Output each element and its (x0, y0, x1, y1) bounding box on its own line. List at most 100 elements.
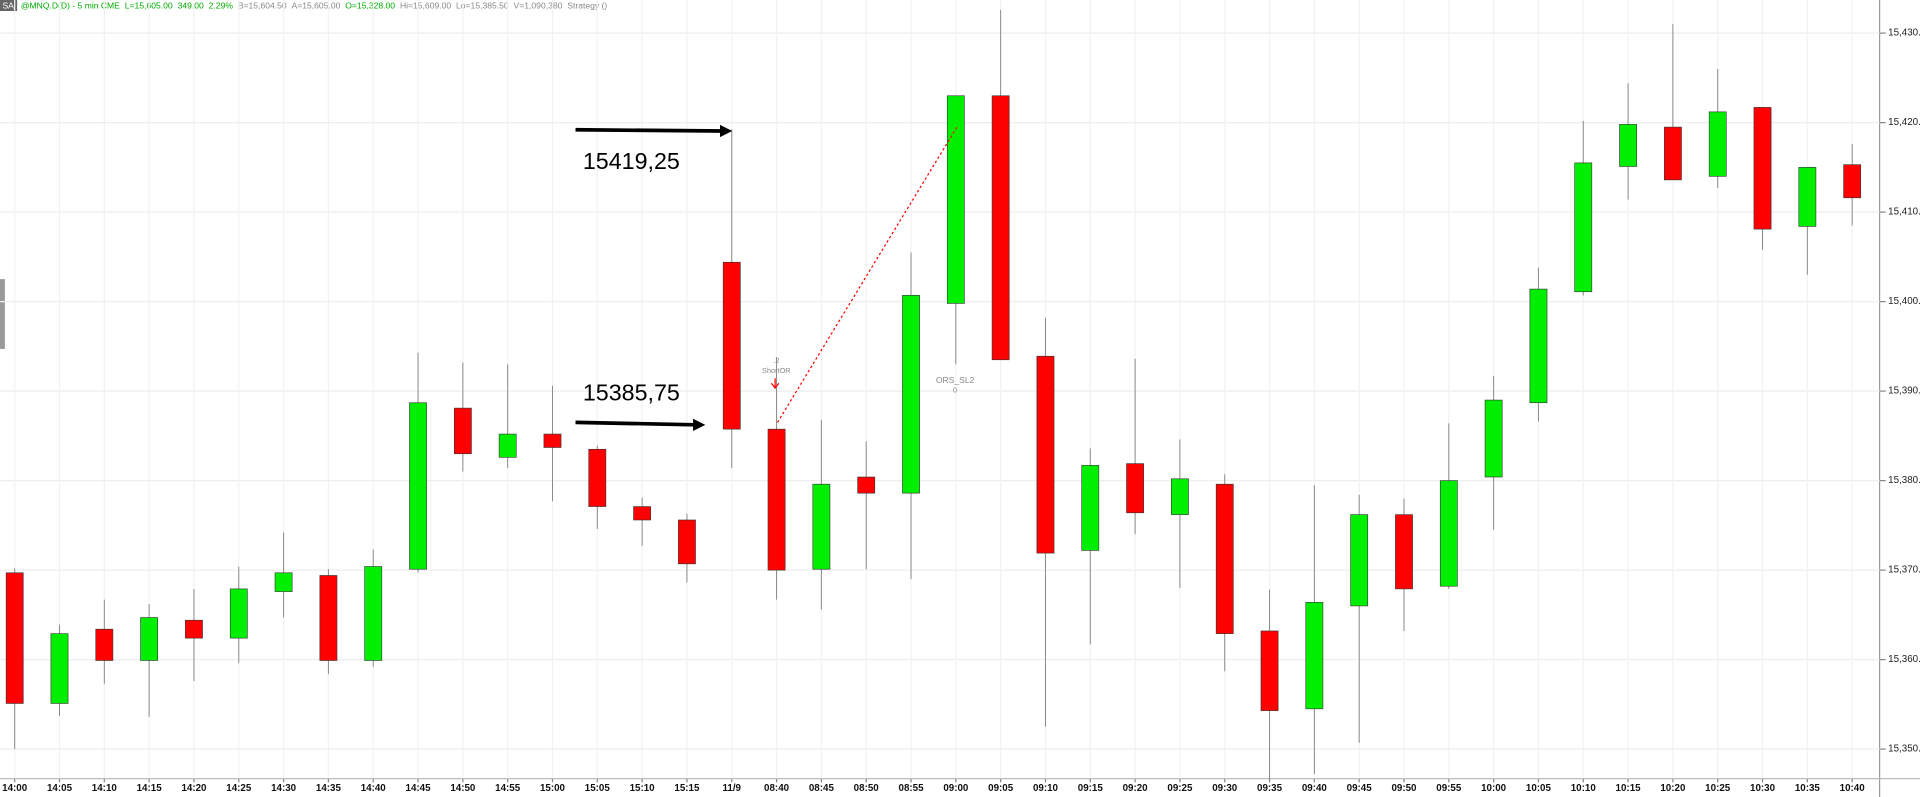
header-item: 2.29% (209, 0, 234, 10)
header-item: Strategy () (567, 0, 607, 10)
x-tick-label: 08:55 (899, 783, 925, 794)
trade-line (777, 125, 959, 423)
x-tick-label: 09:15 (1078, 783, 1104, 794)
x-tick-label: 11/9 (723, 783, 742, 794)
candle-body (1171, 478, 1189, 515)
candle-body (812, 483, 831, 570)
candle-body (1664, 126, 1682, 181)
candle-body (1215, 483, 1234, 634)
x-tick-label: 14:55 (495, 783, 521, 794)
candle-body (767, 428, 786, 571)
x-tick-label: 14:35 (316, 783, 342, 794)
candle-body (1350, 514, 1369, 607)
x-tick-label: 08:40 (764, 783, 790, 794)
x-tick-label: 09:35 (1257, 783, 1283, 794)
x-tick-label: 10:30 (1750, 783, 1776, 794)
annotation: 0 (953, 385, 957, 394)
header-item: O=15,328.00 (345, 0, 395, 10)
annotation: ORS_SL2 (936, 375, 975, 385)
y-tick-label: 15,390.00 (1888, 386, 1920, 397)
candle-body (1305, 602, 1324, 710)
candle-body (678, 519, 696, 565)
x-tick-label: 14:30 (271, 783, 297, 794)
candle-body (185, 619, 203, 639)
candle-body (722, 261, 741, 430)
x-tick-label: 14:05 (47, 783, 73, 794)
candle-body (1484, 399, 1503, 478)
annotation: .2 (773, 356, 779, 365)
x-tick-label: 09:00 (943, 783, 969, 794)
x-tick-label: 10:40 (1840, 783, 1866, 794)
x-tick-label: 15:00 (540, 783, 566, 794)
candle-body (1395, 514, 1413, 590)
x-tick-label: 10:10 (1571, 783, 1597, 794)
candle-body (1529, 288, 1548, 404)
header-item: A=15,605.00 (292, 0, 341, 10)
candle-body (543, 433, 562, 448)
x-tick-label: 15:15 (674, 783, 700, 794)
x-tick-label: 14:25 (226, 783, 252, 794)
x-tick-label: 14:00 (2, 783, 28, 794)
annotation: 15385,75 (583, 379, 680, 405)
candle-body (1260, 630, 1279, 711)
header-tag-bg (0, 0, 18, 12)
x-tick-label: 09:55 (1436, 783, 1462, 794)
candle-body (140, 617, 159, 661)
candle-body (1126, 463, 1144, 514)
x-tick-label: 14:40 (361, 783, 387, 794)
candle-body (1708, 111, 1727, 177)
x-tick-label: 09:10 (1033, 783, 1059, 794)
x-tick-label: 10:20 (1660, 783, 1686, 794)
x-tick-label: 09:30 (1212, 783, 1238, 794)
candle-body (498, 433, 517, 458)
candle-body (588, 448, 607, 507)
y-tick-label: 15,370.00 (1888, 565, 1920, 576)
candle-body (1081, 465, 1100, 551)
x-tick-label: 10:05 (1526, 783, 1552, 794)
candle-body (1753, 107, 1772, 230)
x-tick-label: 09:20 (1123, 783, 1149, 794)
y-tick-label: 15,400.00 (1888, 296, 1920, 307)
candle-body (50, 633, 69, 704)
candle-body (857, 476, 876, 494)
candle-body (991, 95, 1010, 361)
x-tick-label: 09:40 (1302, 783, 1328, 794)
x-tick-label: 15:10 (630, 783, 656, 794)
annotation: ShortOR (762, 366, 791, 375)
annotation: 15419,25 (583, 148, 680, 174)
y-tick-label: 15,420.00 (1888, 117, 1920, 128)
header: @MNQ.D(D) - 5 min CMEL=15,605.00349.002.… (21, 0, 608, 10)
x-tick-label: 10:00 (1481, 783, 1507, 794)
x-tick-label: 10:15 (1616, 783, 1642, 794)
candle-body (453, 407, 472, 455)
header-item: Hi=15,609.00 (400, 0, 451, 10)
x-tick-label: 14:20 (181, 783, 207, 794)
candle-body (1574, 162, 1593, 293)
header-item: 349.00 (178, 0, 204, 10)
candle-body (274, 572, 293, 592)
y-tick-label: 15,380.00 (1888, 475, 1920, 486)
header-item: @MNQ.D(D) - 5 min CME (21, 0, 120, 10)
x-tick-label: 14:45 (406, 783, 432, 794)
arrows (575, 124, 733, 431)
candle-body (95, 628, 114, 661)
candle-body (1843, 164, 1862, 199)
y-tick-label: 15,360.00 (1888, 654, 1920, 665)
x-tick-label: 09:05 (988, 783, 1014, 794)
x-tick-label: 09:45 (1347, 783, 1373, 794)
y-tick-label: 15,350.00 (1888, 744, 1920, 755)
x-tick-label: 10:35 (1795, 783, 1821, 794)
candle-body (364, 566, 383, 661)
candle-body (633, 506, 652, 521)
header-item: B=15,604.50 (238, 0, 287, 10)
candle-body (1036, 355, 1055, 554)
candle-body (319, 575, 338, 661)
candle-body (1798, 167, 1817, 227)
candle-body (229, 588, 248, 639)
header-item: Lo=15,385.50 (456, 0, 509, 10)
y-tick-label: 15,410.00 (1888, 207, 1920, 218)
candle-body (409, 402, 427, 570)
candle-body (946, 95, 965, 304)
